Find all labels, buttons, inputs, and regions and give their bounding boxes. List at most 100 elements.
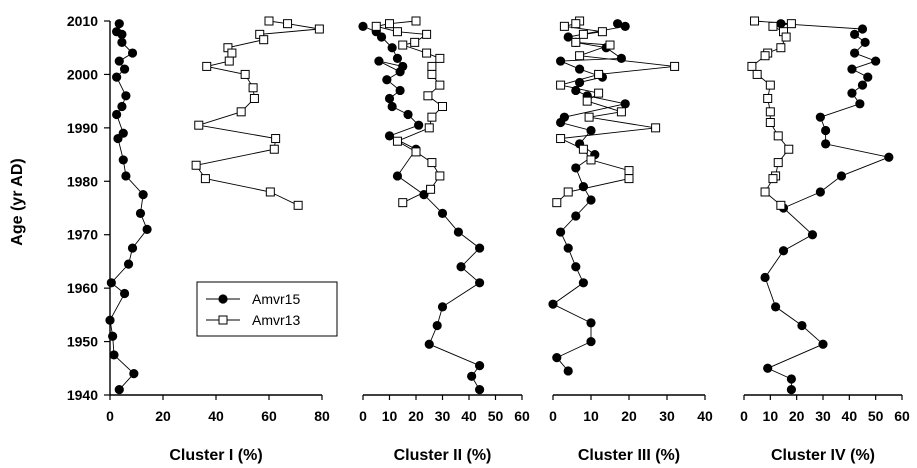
series-line bbox=[362, 25, 481, 390]
data-point bbox=[283, 19, 293, 29]
y-axis: 1940 1950 1960 1970 1980 1990 2000 2010 bbox=[67, 13, 111, 403]
data-point bbox=[850, 48, 860, 58]
x-tick-label: 20 bbox=[621, 408, 637, 424]
series-amvr13 bbox=[552, 16, 680, 208]
x-tick-label: 60 bbox=[514, 408, 530, 424]
data-point bbox=[786, 19, 796, 29]
data-point bbox=[670, 61, 680, 71]
x-tick-label: 30 bbox=[659, 408, 675, 424]
data-point bbox=[435, 53, 445, 63]
data-point bbox=[385, 19, 394, 29]
data-point bbox=[398, 40, 408, 50]
y-tick-label: 2010 bbox=[67, 13, 98, 29]
x-tick-label: 30 bbox=[815, 408, 831, 424]
data-point bbox=[578, 182, 589, 192]
data-point bbox=[855, 99, 865, 109]
data-point bbox=[578, 29, 588, 39]
data-point bbox=[117, 101, 127, 112]
x-tick-label: 20 bbox=[408, 408, 424, 424]
data-point bbox=[108, 331, 118, 341]
data-point bbox=[760, 272, 770, 283]
data-point bbox=[456, 262, 466, 272]
data-point bbox=[392, 27, 402, 37]
data-point bbox=[594, 69, 604, 79]
x-axis-title: Cluster III (%) bbox=[578, 447, 680, 464]
data-point bbox=[127, 48, 138, 58]
data-point bbox=[575, 51, 585, 61]
data-point bbox=[563, 187, 573, 197]
data-point bbox=[586, 155, 596, 165]
data-point bbox=[224, 56, 234, 66]
series-line bbox=[376, 20, 444, 204]
data-point bbox=[117, 37, 127, 47]
data-point bbox=[240, 69, 250, 79]
data-point bbox=[620, 99, 630, 109]
data-point bbox=[784, 144, 794, 154]
series-line bbox=[195, 20, 320, 206]
panel-3: 0 10 20 30 40 Cluster III (%) bbox=[548, 16, 713, 464]
legend-item: Amvr15 bbox=[206, 291, 300, 307]
data-point bbox=[847, 88, 857, 98]
data-point bbox=[571, 211, 581, 221]
data-point bbox=[815, 112, 825, 122]
data-point bbox=[768, 174, 778, 184]
legend: Amvr15 Amvr13 bbox=[196, 281, 338, 337]
x-tick-label: 0 bbox=[740, 408, 748, 424]
data-point bbox=[821, 125, 831, 136]
data-point bbox=[571, 163, 581, 173]
data-point bbox=[616, 107, 626, 117]
legend-marker-square bbox=[218, 315, 228, 325]
data-point bbox=[138, 190, 148, 200]
data-point bbox=[371, 21, 381, 31]
x-tick-label: 60 bbox=[261, 408, 277, 424]
data-point bbox=[584, 112, 594, 122]
data-point bbox=[776, 200, 786, 210]
data-point bbox=[563, 366, 573, 376]
data-point bbox=[422, 48, 432, 58]
y-tick-label: 1940 bbox=[67, 387, 98, 403]
x-tick-label: 20 bbox=[155, 408, 171, 424]
data-point bbox=[863, 72, 873, 82]
data-point bbox=[249, 93, 259, 103]
data-point bbox=[563, 32, 573, 42]
data-point bbox=[109, 350, 119, 360]
data-point bbox=[427, 61, 437, 71]
x-tick-label: 40 bbox=[208, 408, 224, 424]
data-point bbox=[857, 24, 868, 34]
data-point bbox=[571, 37, 581, 47]
x-axis-title: Cluster II (%) bbox=[394, 447, 492, 464]
x-tick-label: 80 bbox=[314, 408, 330, 424]
y-tick-label: 1990 bbox=[67, 120, 98, 136]
data-point bbox=[821, 139, 831, 149]
data-point bbox=[771, 302, 781, 312]
data-point bbox=[605, 40, 615, 50]
data-point bbox=[624, 174, 634, 184]
data-point bbox=[427, 112, 437, 122]
x-axis-title: Cluster IV (%) bbox=[771, 447, 875, 464]
data-point bbox=[860, 37, 870, 47]
data-point bbox=[765, 80, 775, 90]
data-point bbox=[616, 53, 627, 64]
x-tick-label: 30 bbox=[435, 408, 451, 424]
data-point bbox=[786, 374, 797, 384]
x-tick-label: 0 bbox=[549, 408, 557, 424]
data-point bbox=[384, 93, 395, 104]
data-point bbox=[264, 16, 274, 26]
data-point bbox=[752, 69, 762, 79]
data-point bbox=[586, 336, 596, 347]
data-point bbox=[112, 109, 122, 120]
data-point bbox=[427, 158, 437, 168]
data-point bbox=[105, 315, 115, 325]
data-point bbox=[613, 19, 623, 29]
data-point bbox=[382, 75, 392, 85]
data-point bbox=[559, 21, 569, 31]
series-amvr15 bbox=[358, 21, 485, 395]
series-amvr15 bbox=[105, 19, 152, 395]
data-point bbox=[750, 16, 760, 26]
data-point bbox=[227, 48, 237, 58]
data-point bbox=[571, 19, 581, 29]
data-point bbox=[414, 120, 424, 130]
data-point bbox=[847, 64, 857, 74]
series-amvr13 bbox=[191, 16, 324, 210]
